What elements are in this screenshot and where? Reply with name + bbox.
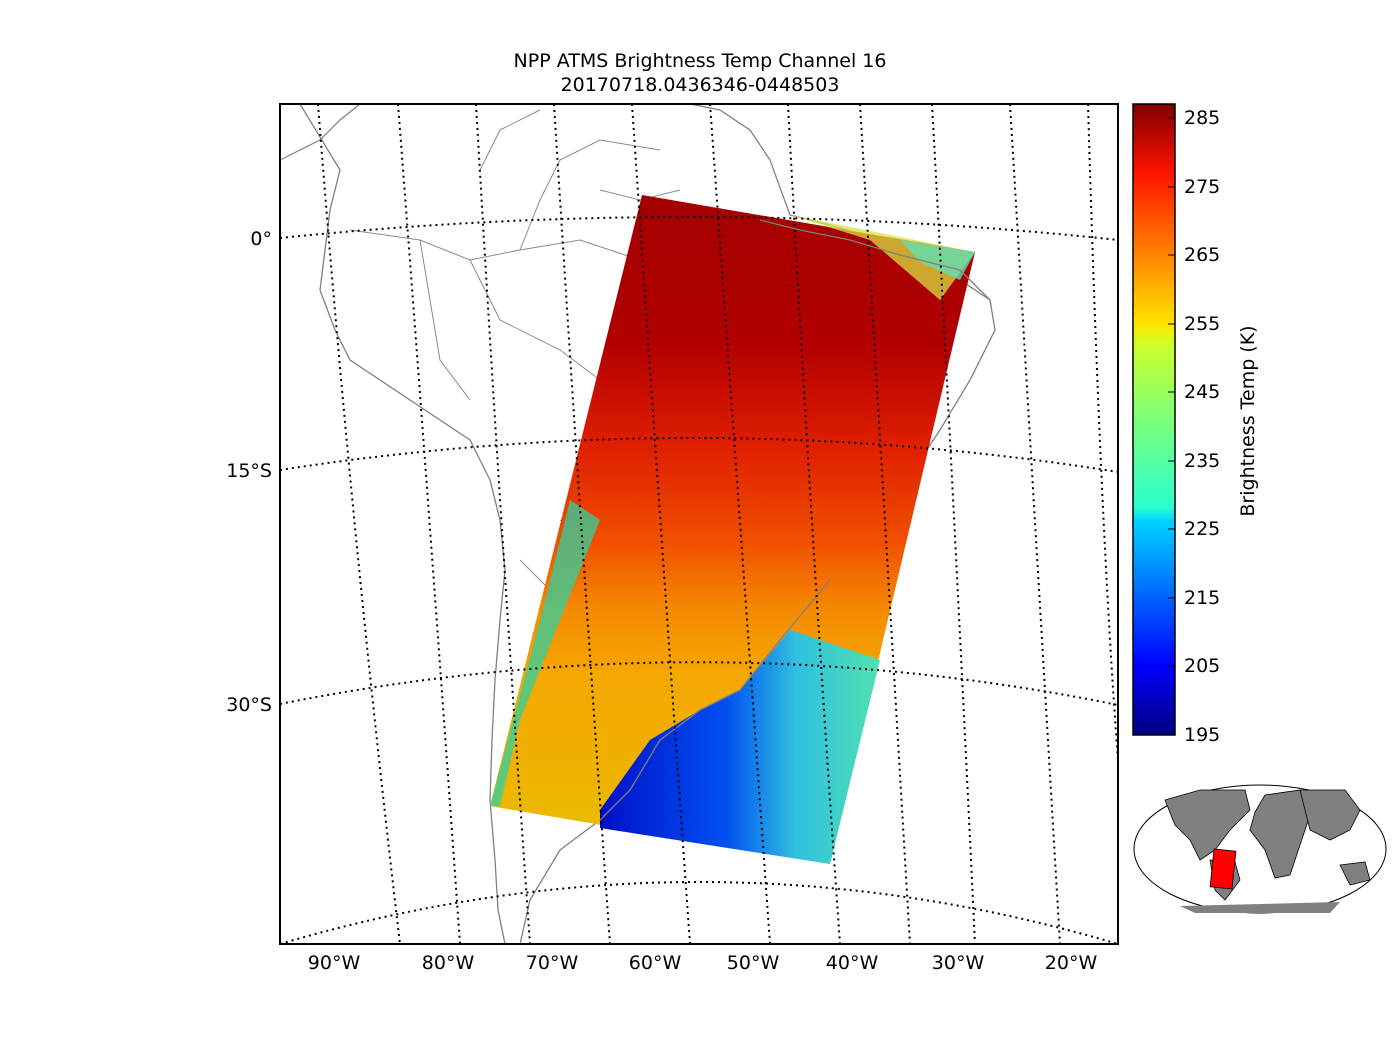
lat-label-0: 0° [250, 228, 272, 250]
colorbar-tick-255: 255 [1184, 313, 1221, 335]
colorbar-tick-235: 235 [1184, 450, 1221, 472]
meridian-60w [553, 104, 611, 944]
inset-australia [1339, 861, 1371, 886]
swath-coastline [599, 219, 991, 821]
lat-label-30s: 30°S [226, 694, 272, 716]
swath-ocean-cold [600, 630, 880, 864]
swath-west-cool [490, 500, 600, 806]
colorbar-tick-265: 265 [1184, 244, 1221, 266]
meridian-40w [709, 104, 771, 944]
parallel-0 [280, 216, 1118, 241]
colorbar-tick-205: 205 [1184, 655, 1221, 677]
inset-asia [1299, 789, 1361, 841]
map-frame [279, 103, 1119, 945]
chart-title: NPP ATMS Brightness Temp Channel 16 [513, 50, 887, 72]
meridian-20w [859, 104, 911, 944]
colorbar-tick-275: 275 [1184, 176, 1221, 198]
colorbar-tick-225: 225 [1184, 518, 1221, 540]
colorbar-ticks [1168, 117, 1175, 736]
parallels [280, 216, 1118, 944]
colorbar-tick-215: 215 [1184, 587, 1221, 609]
lat-label-15s: 15°S [226, 460, 272, 482]
parallel-30s [280, 661, 1118, 706]
meridian-50w [631, 104, 691, 944]
colorbar [1132, 103, 1176, 736]
lon-label-80w: 80°W [421, 952, 475, 974]
inset-north-america [1164, 789, 1251, 861]
lon-label-90w: 90°W [307, 952, 361, 974]
lon-label-40w: 40°W [825, 952, 879, 974]
meridian-0 [1009, 104, 1061, 944]
colorbar-label: Brightness Temp (K) [1237, 325, 1259, 517]
meridian-10e [1087, 104, 1118, 761]
meridian-70w [475, 104, 531, 944]
meridian-80w [397, 104, 461, 944]
lon-label-70w: 70°W [525, 952, 579, 974]
meridian-10w [931, 104, 976, 944]
world-locator-inset [1133, 784, 1387, 914]
colorbar-tick-195: 195 [1184, 724, 1221, 746]
chart-subtitle: 20170718.0436346-0448503 [560, 74, 840, 96]
lon-label-20w: 20°W [1044, 952, 1098, 974]
colorbar-tick-245: 245 [1184, 381, 1221, 403]
inset-swath-highlight [1209, 848, 1237, 890]
swath-northeast-edge [790, 215, 975, 300]
meridian-30w [787, 104, 841, 944]
meridians [317, 104, 1118, 944]
meridian-90w [317, 104, 401, 944]
parallel-15s [280, 437, 1118, 473]
lon-label-30w: 30°W [931, 952, 985, 974]
swath-northeast-edge-cyan [900, 240, 975, 280]
colorbar-tick-285: 285 [1184, 107, 1221, 129]
inset-antarctica [1180, 902, 1340, 913]
lon-label-50w: 50°W [726, 952, 780, 974]
lon-label-60w: 60°W [628, 952, 682, 974]
